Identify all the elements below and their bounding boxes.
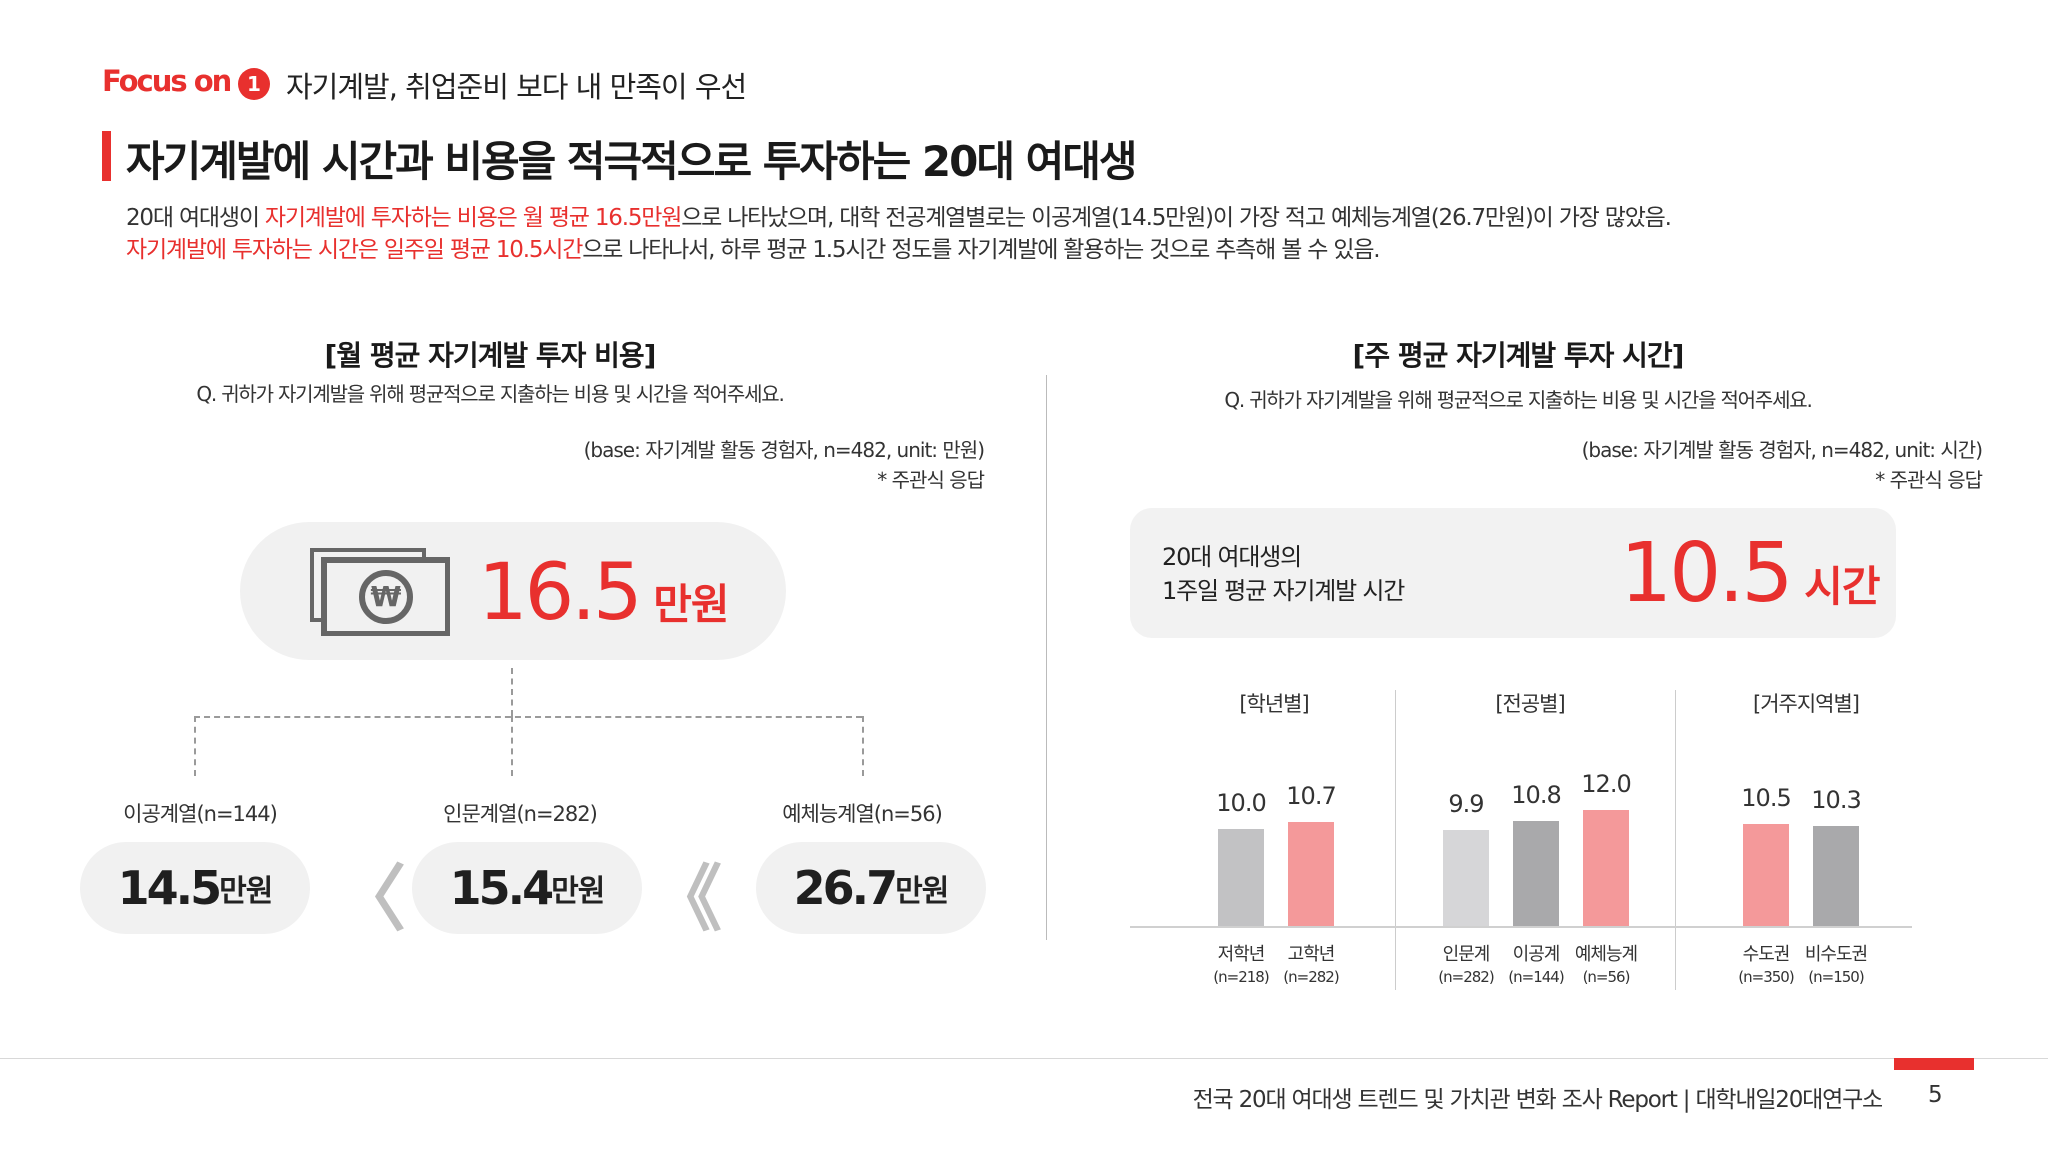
cost-question: Q. 귀하가 자기계발을 위해 평균적으로 지출하는 비용 및 시간을 적어주세… (196, 382, 784, 406)
time-bar-value-label: 10.5 (1741, 784, 1791, 812)
cost-total-value: 16.5 만원 (478, 548, 730, 638)
time-bar-value-label: 9.9 (1448, 790, 1484, 818)
humanities-cost-pill: 15.4 만원 (412, 842, 642, 934)
category-name: 예체능계 (1574, 944, 1638, 965)
time-section-heading: [주 평균 자기계발 투자 시간] (1352, 339, 1685, 372)
footer-report-title: 전국 20대 여대생 트렌드 및 가치관 변화 조사 Report | 대학내일… (1192, 1087, 1884, 1113)
footer-accent (1894, 1058, 1974, 1070)
time-bar-value-label: 10.8 (1511, 781, 1561, 809)
engineering-group-label: 이공계열(n=144) (123, 802, 278, 826)
engineering-cost-pill: 14.5 만원 (80, 842, 310, 934)
category-name: 인문계 (1442, 944, 1491, 965)
footer-divider (0, 1058, 2048, 1059)
time-bar-4 (1513, 821, 1559, 926)
cost-section-heading: [월 평균 자기계발 투자 비용] (324, 339, 657, 372)
time-bar-category-label: 저학년 (n=218) (1196, 940, 1286, 986)
group-separator-1 (1395, 690, 1396, 990)
category-name: 수도권 (1742, 944, 1791, 965)
cost-base-note: (base: 자기계발 활동 경험자, n=482, unit: 만원) (583, 438, 985, 462)
time-bar-value-label: 10.3 (1811, 786, 1861, 814)
category-sample-size: (n=282) (1438, 968, 1494, 986)
svg-text:₩: ₩ (371, 580, 402, 613)
description-line-2: 자기계발에 투자하는 시간은 일주일 평균 10.5시간으로 나타나서, 하루 … (126, 237, 1381, 263)
page-number: 5 (1928, 1082, 1943, 1108)
page-title: 자기계발에 시간과 비용을 적극적으로 투자하는 20대 여대생 (126, 137, 1138, 186)
time-bar-5 (1583, 810, 1629, 926)
time-bar-6 (1743, 824, 1789, 926)
panel-divider (1046, 375, 1047, 940)
tree-branch-middle (511, 716, 513, 776)
cost-response-note: * 주관식 응답 (877, 468, 985, 492)
time-bar-category-label: 고학년 (n=282) (1266, 940, 1356, 986)
time-response-note: * 주관식 응답 (1875, 468, 1983, 492)
time-bar-category-label: 비수도권 (n=150) (1791, 940, 1881, 986)
category-sample-size: (n=144) (1508, 968, 1564, 986)
category-sample-size: (n=350) (1738, 968, 1794, 986)
time-base-note: (base: 자기계발 활동 경험자, n=482, unit: 시간) (1581, 438, 1983, 462)
category-sample-size: (n=56) (1582, 968, 1631, 986)
chart-baseline (1130, 926, 1912, 928)
time-bar-7 (1813, 826, 1859, 926)
region-group-heading: [거주지역별] (1753, 692, 1860, 716)
humanities-group-label: 인문계열(n=282) (443, 802, 598, 826)
chevron-left-icon: 〈 (334, 857, 407, 941)
tree-branch-left (194, 716, 196, 776)
tree-connector-horizontal (194, 716, 862, 718)
title-accent-bar (102, 131, 111, 181)
category-name: 이공계 (1512, 944, 1561, 965)
arts-cost-pill: 26.7 만원 (756, 842, 986, 934)
time-bar-value-label: 12.0 (1581, 770, 1631, 798)
time-bar-category-label: 예체능계 (n=56) (1561, 940, 1651, 986)
group-separator-2 (1675, 690, 1676, 990)
category-sample-size: (n=150) (1808, 968, 1864, 986)
time-question: Q. 귀하가 자기계발을 위해 평균적으로 지출하는 비용 및 시간을 적어주세… (1224, 388, 1812, 412)
time-bar-category-label: 수도권 (n=350) (1721, 940, 1811, 986)
time-total-box (1130, 508, 1896, 638)
time-bar-value-label: 10.7 (1286, 782, 1336, 810)
time-total-value: 10.5 시간 (1620, 526, 1880, 621)
double-chevron-left-icon: 《 (650, 857, 723, 941)
time-bar-1 (1218, 829, 1264, 926)
major-group-heading: [전공별] (1495, 692, 1565, 716)
category-name: 고학년 (1287, 944, 1336, 965)
time-total-label: 20대 여대생의 1주일 평균 자기계발 시간 (1162, 543, 1405, 605)
section-number-badge: 1 (238, 68, 270, 100)
tree-connector-vertical (511, 668, 513, 716)
time-bar-category-label: 인문계 (n=282) (1421, 940, 1511, 986)
arts-group-label: 예체능계열(n=56) (782, 802, 943, 826)
category-sample-size: (n=282) (1283, 968, 1339, 986)
tree-branch-right (862, 716, 864, 776)
description-line-1: 20대 여대생이 자기계발에 투자하는 비용은 월 평균 16.5만원으로 나타… (126, 205, 1672, 231)
grade-group-heading: [학년별] (1239, 692, 1309, 716)
won-money-icon: ₩ (310, 548, 450, 636)
time-bar-category-label: 이공계 (n=144) (1491, 940, 1581, 986)
time-bar-value-label: 10.0 (1216, 789, 1266, 817)
time-bar-3 (1443, 830, 1489, 926)
time-bar-2 (1288, 822, 1334, 926)
category-name: 저학년 (1217, 944, 1266, 965)
category-name: 비수도권 (1804, 944, 1868, 965)
section-title: 자기계발, 취업준비 보다 내 만족이 우선 (286, 70, 747, 104)
focus-on-label: Focus on (102, 64, 232, 98)
category-sample-size: (n=218) (1213, 968, 1269, 986)
